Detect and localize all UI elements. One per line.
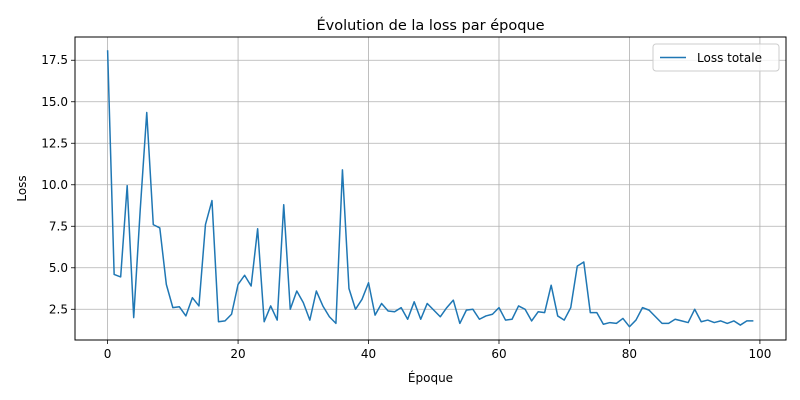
y-tick-label: 12.5: [41, 136, 68, 150]
x-tick-label: 40: [361, 347, 376, 361]
y-tick-label: 17.5: [41, 53, 68, 67]
x-tick-label: 100: [748, 347, 771, 361]
grid-lines: [75, 37, 786, 340]
y-tick-label: 2.5: [49, 302, 68, 316]
x-tick-label: 80: [622, 347, 637, 361]
plot-frame: [74, 36, 787, 341]
legend-label: Loss totale: [697, 51, 762, 65]
y-tick-label: 5.0: [49, 261, 68, 275]
legend: Loss totale: [652, 43, 780, 72]
x-tick-label: 20: [230, 347, 245, 361]
series-layer: [106, 50, 754, 328]
x-tick-label: 0: [104, 347, 112, 361]
y-tick-label: 10.0: [41, 178, 68, 192]
legend-box: [652, 43, 780, 72]
x-axis-label: Époque: [408, 370, 453, 385]
y-tick-label: 7.5: [49, 219, 68, 233]
y-axis-label: Loss: [15, 175, 29, 201]
chart-title: Évolution de la loss par époque: [316, 17, 544, 34]
y-tick-label: 15.0: [41, 95, 68, 109]
x-axis-ticks: 0 20 40 60 80 100: [104, 340, 771, 361]
x-tick-label: 60: [491, 347, 506, 361]
y-axis-ticks: 2.5 5.0 7.5 10.0 12.5 15.0 17.5: [41, 53, 75, 316]
series-line-loss-totale: [106, 50, 754, 328]
